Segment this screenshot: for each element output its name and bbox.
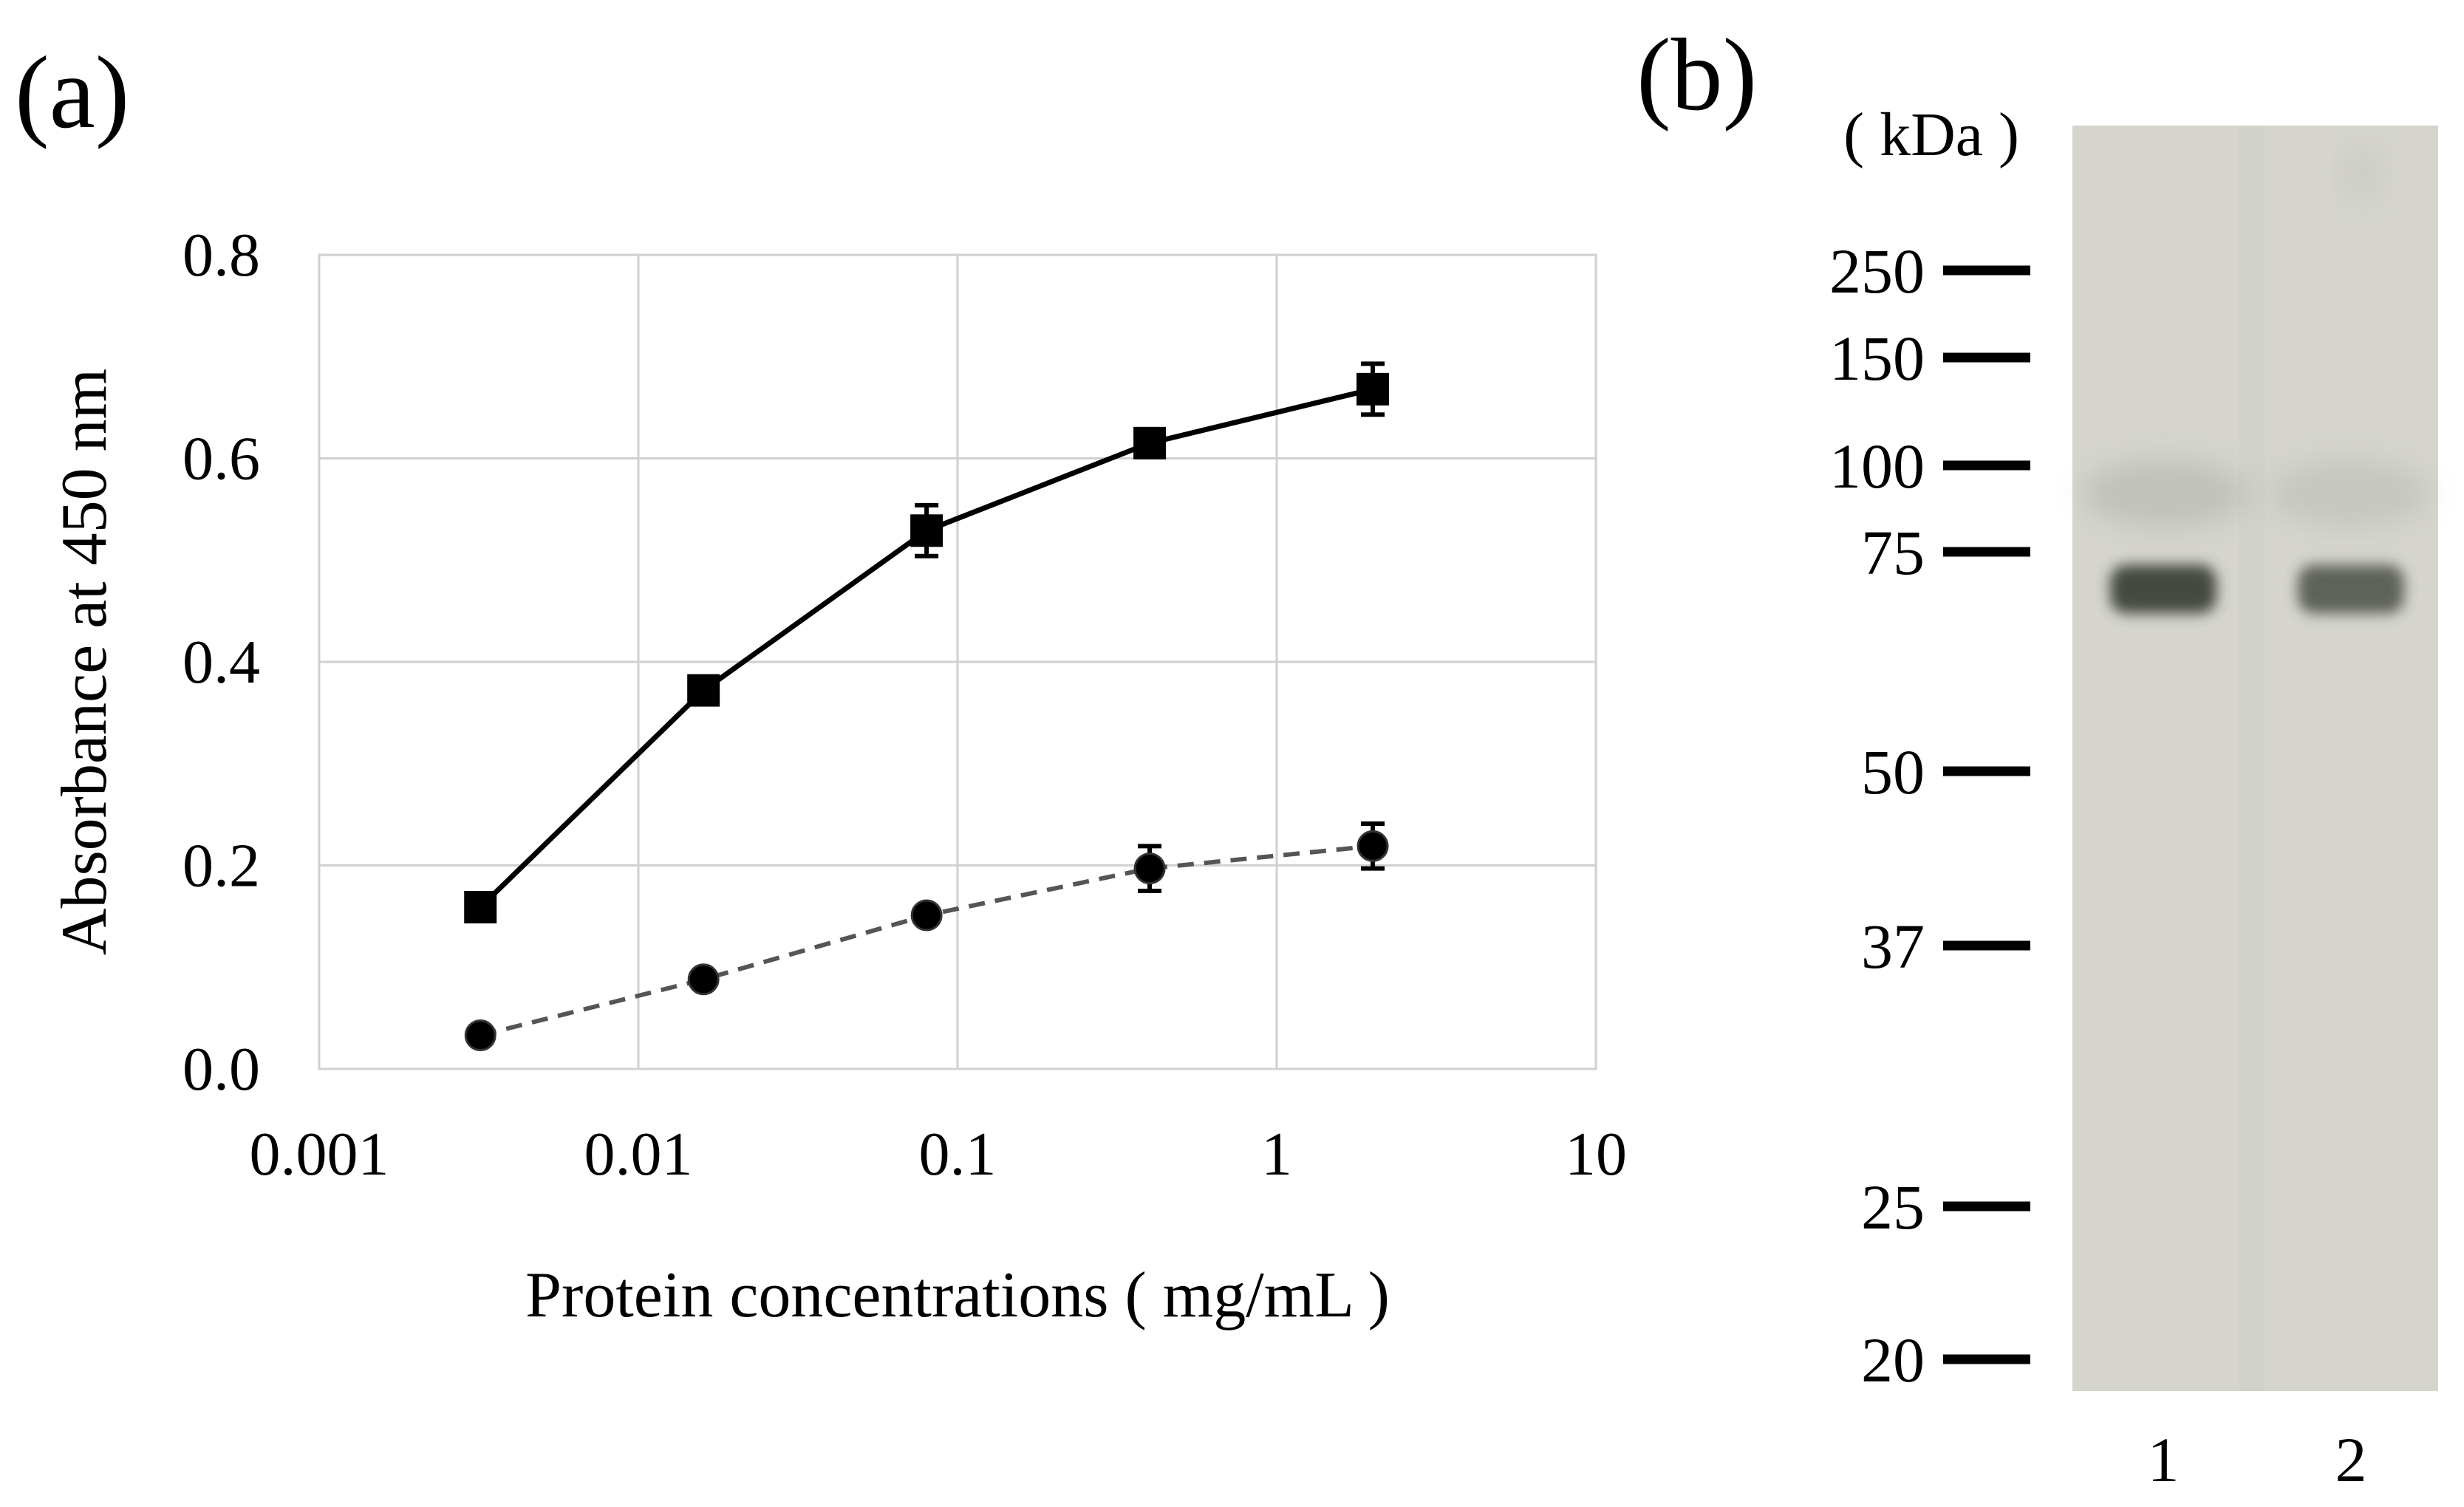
x-tick-labels: 0.001 0.01 0.1 1 10 (250, 1120, 1628, 1189)
panel-label-a: (a) (15, 35, 129, 150)
lane-2-band (2298, 564, 2404, 614)
lane-2-top-spot (2340, 151, 2384, 196)
lane-label: 1 (2148, 1424, 2180, 1495)
x-tick-label: 0.1 (919, 1120, 997, 1189)
grid (318, 253, 1597, 1070)
marker-label: 37 (1861, 911, 1925, 982)
marker-label: 25 (1861, 1172, 1925, 1243)
marker-label: 100 (1829, 431, 1925, 502)
circle-point (910, 899, 943, 932)
y-tick-label: 0.0 (182, 1035, 260, 1104)
panel-label-b: (b) (1637, 18, 1757, 132)
marker-label: 75 (1861, 517, 1925, 588)
circle-point (1133, 852, 1166, 885)
square-point (1356, 372, 1390, 406)
x-axis-label: Protein concentrations ( mg/mL ) (525, 1260, 1390, 1331)
y-axis-label: Absorbance at 450 nm (49, 369, 120, 955)
x-tick-label: 10 (1565, 1120, 1627, 1189)
square-point (1133, 426, 1167, 459)
marker-label: 50 (1861, 737, 1925, 807)
protein-bands (2110, 564, 2404, 614)
x-tick-label: 0.001 (250, 1120, 389, 1189)
circle-point (1356, 830, 1389, 862)
absorbance-chart: 0.0 0.2 0.4 0.6 0.8 0.001 0.01 0.1 1 10 Protein … (49, 221, 1627, 1331)
x-tick-label: 0.01 (584, 1120, 693, 1189)
kda-unit-label: ( kDa ) (1843, 100, 2019, 169)
circle-point (687, 963, 720, 996)
square-point (687, 674, 720, 707)
data-markers (464, 372, 1390, 1052)
marker-label: 150 (1829, 323, 1925, 394)
y-tick-label: 0.2 (182, 832, 260, 901)
square-point (910, 514, 943, 547)
y-tick-label: 0.6 (182, 425, 260, 493)
y-tick-labels: 0.0 0.2 0.4 0.6 0.8 (182, 221, 260, 1104)
lane-2-smear (2268, 460, 2431, 527)
marker-label: 20 (1861, 1325, 1925, 1395)
lane-1-smear (2084, 460, 2246, 527)
lane-separator (2239, 126, 2265, 1391)
square-point (464, 890, 497, 923)
lane-1-band (2110, 564, 2216, 614)
marker-label: 250 (1829, 236, 1925, 307)
y-tick-label: 0.8 (182, 221, 260, 290)
x-tick-label: 1 (1261, 1120, 1292, 1189)
marker-ladder: 250 150 100 75 50 37 25 20 (1829, 236, 2030, 1395)
y-tick-label: 0.4 (182, 628, 260, 697)
lane-label: 2 (2335, 1424, 2367, 1495)
circle-point (464, 1019, 496, 1052)
